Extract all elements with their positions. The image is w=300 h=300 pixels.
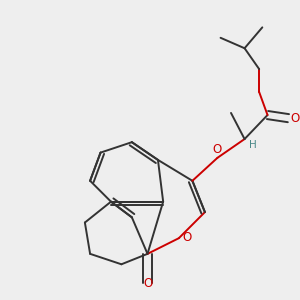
Text: O: O	[291, 112, 300, 125]
Text: O: O	[213, 143, 222, 157]
Text: H: H	[250, 140, 257, 150]
Text: O: O	[182, 231, 191, 244]
Text: O: O	[143, 277, 152, 290]
